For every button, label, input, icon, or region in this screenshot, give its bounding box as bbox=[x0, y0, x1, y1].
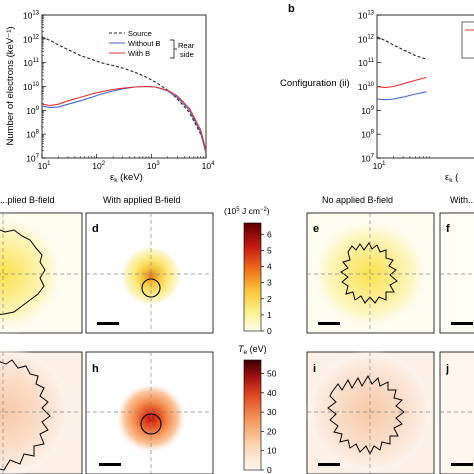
panel-a-y-axis-label: Number of electrons (keV⁻¹) bbox=[5, 26, 16, 145]
y-tick-label: 1010 bbox=[23, 82, 40, 92]
y-tick-label: 107 bbox=[361, 154, 374, 164]
colorbar-tick-label: 50 bbox=[267, 369, 277, 379]
y-tick-label: 1011 bbox=[23, 58, 39, 68]
panel-b-y-tick-labels: 107 108 109 1010 1011 1012 1013 bbox=[358, 11, 375, 164]
panel-b-legend-box bbox=[461, 21, 474, 59]
y-tick-label: 108 bbox=[26, 130, 39, 140]
legend-with-b-label: With B bbox=[128, 49, 150, 58]
colorbar-tick-label: 10 bbox=[267, 446, 277, 456]
legend-group-label-2: side bbox=[180, 50, 194, 59]
y-tick-label: 109 bbox=[361, 106, 374, 116]
legend-source-label: Source bbox=[128, 29, 152, 38]
colorbar-tick-label: 0 bbox=[267, 465, 272, 474]
colorbar-top-unit: (105 J cm−2) bbox=[224, 206, 270, 216]
colorbar-tick-label: 3 bbox=[267, 278, 272, 288]
colorbar-tick-label: 0 bbox=[267, 326, 272, 336]
panel-b-series-line bbox=[377, 91, 427, 101]
series-line-without-b bbox=[42, 85, 206, 154]
panel-d-map: d bbox=[85, 212, 214, 334]
colorbar-tick-label: 5 bbox=[267, 245, 272, 255]
y-tick-label: 108 bbox=[361, 130, 374, 140]
colorbar-tick-label: 20 bbox=[267, 426, 277, 436]
y-tick-label: 109 bbox=[26, 106, 39, 116]
scale-bar bbox=[97, 322, 119, 325]
panel-h-map: h bbox=[85, 351, 214, 474]
series-line-source bbox=[42, 36, 206, 151]
y-tick-label: 1012 bbox=[358, 34, 375, 44]
panel-c-contour bbox=[0, 229, 46, 315]
panel-letter-e: e bbox=[313, 223, 319, 235]
colorbar-tick-label: 40 bbox=[267, 388, 277, 398]
panel-a-x-axis-label: εk (keV) bbox=[110, 172, 143, 184]
scale-bar bbox=[451, 322, 473, 325]
panel-j-map: j bbox=[439, 351, 474, 474]
x-tick-label: 101 bbox=[38, 161, 51, 171]
colorbar-tick-label: 4 bbox=[267, 262, 272, 272]
title-d: With applied B-field bbox=[103, 195, 181, 205]
panel-letter-f: f bbox=[446, 223, 450, 235]
panel-b-x-tick-labels: 101 bbox=[373, 161, 386, 171]
panel-e-map: e bbox=[306, 212, 435, 334]
colorbar-tick-label: 2 bbox=[267, 294, 272, 304]
colorbar-tick-label: 30 bbox=[267, 407, 277, 417]
y-tick-label: 1012 bbox=[23, 34, 40, 44]
legend-group-label-1: Rear bbox=[178, 41, 195, 50]
colorbar-tick-label: 1 bbox=[267, 310, 272, 320]
legend-without-b-label: Without B bbox=[128, 39, 161, 48]
panel-a-series bbox=[42, 36, 206, 154]
panel-b-series bbox=[377, 36, 427, 101]
colorbar-bottom: Te (eV) 50 40 30 20 10 0 bbox=[238, 344, 277, 474]
panel-letter-i: i bbox=[313, 363, 316, 375]
panel-a-legend: Source Without B With B Rear side bbox=[109, 29, 195, 59]
panel-b-series-line bbox=[377, 36, 427, 60]
x-tick-label: 104 bbox=[202, 161, 215, 171]
panel-a-y-tick-labels: 107 108 109 1010 1011 1012 1013 bbox=[23, 11, 40, 164]
panel-i-contour bbox=[327, 374, 405, 456]
x-tick-label: 101 bbox=[373, 161, 386, 171]
panel-e-contour bbox=[340, 242, 398, 304]
colorbar-tick-label: 6 bbox=[267, 229, 272, 239]
y-tick-label: 1010 bbox=[358, 82, 375, 92]
series-line-with-b bbox=[42, 85, 206, 151]
panel-a-x-tick-labels: 101 102 103 104 bbox=[38, 161, 215, 171]
panel-b-annotation: Configuration (ii) bbox=[280, 78, 350, 89]
title-e: No applied B-field bbox=[322, 195, 393, 205]
title-c: ...plied B-field bbox=[0, 195, 55, 205]
panel-b-letter: b bbox=[288, 3, 295, 15]
scale-bar bbox=[318, 463, 340, 466]
panel-b-series-line bbox=[377, 76, 427, 89]
panel-b-x-axis-label: εk ( bbox=[445, 172, 459, 184]
y-tick-label: 107 bbox=[26, 154, 39, 164]
panel-a-plot: 107 108 109 1010 1011 1012 1013 101 102 103 104 N… bbox=[5, 11, 215, 185]
panel-b-ticks bbox=[377, 14, 430, 159]
panel-g-map bbox=[0, 346, 83, 474]
y-tick-label: 1011 bbox=[358, 58, 374, 68]
scale-bar bbox=[451, 463, 473, 466]
panel-f-map: f bbox=[439, 212, 474, 334]
panel-b-plot: b 107 108 109 1010 1011 1012 1013 101 Configur… bbox=[280, 3, 474, 184]
panel-c-map bbox=[0, 212, 83, 336]
colorbar-top: (105 J cm−2) 6 5 4 3 2 1 0 bbox=[224, 206, 272, 336]
panel-letter-j: j bbox=[445, 363, 449, 375]
scale-bar bbox=[99, 463, 121, 466]
y-tick-label: 1013 bbox=[358, 11, 375, 21]
x-tick-label: 102 bbox=[92, 161, 105, 171]
panel-a-frame bbox=[41, 14, 207, 159]
panel-h-contour bbox=[140, 413, 162, 435]
x-tick-label: 103 bbox=[147, 161, 160, 171]
scale-bar bbox=[318, 322, 340, 325]
panel-i-map: i bbox=[306, 350, 435, 474]
y-tick-label: 1013 bbox=[23, 11, 40, 21]
title-f: With... bbox=[450, 195, 474, 205]
legend-bracket bbox=[170, 39, 177, 59]
panel-letter-d: d bbox=[92, 223, 99, 235]
panel-letter-h: h bbox=[92, 363, 99, 375]
panel-a-ticks bbox=[41, 14, 207, 159]
colorbar-bottom-label: Te (eV) bbox=[238, 344, 267, 356]
